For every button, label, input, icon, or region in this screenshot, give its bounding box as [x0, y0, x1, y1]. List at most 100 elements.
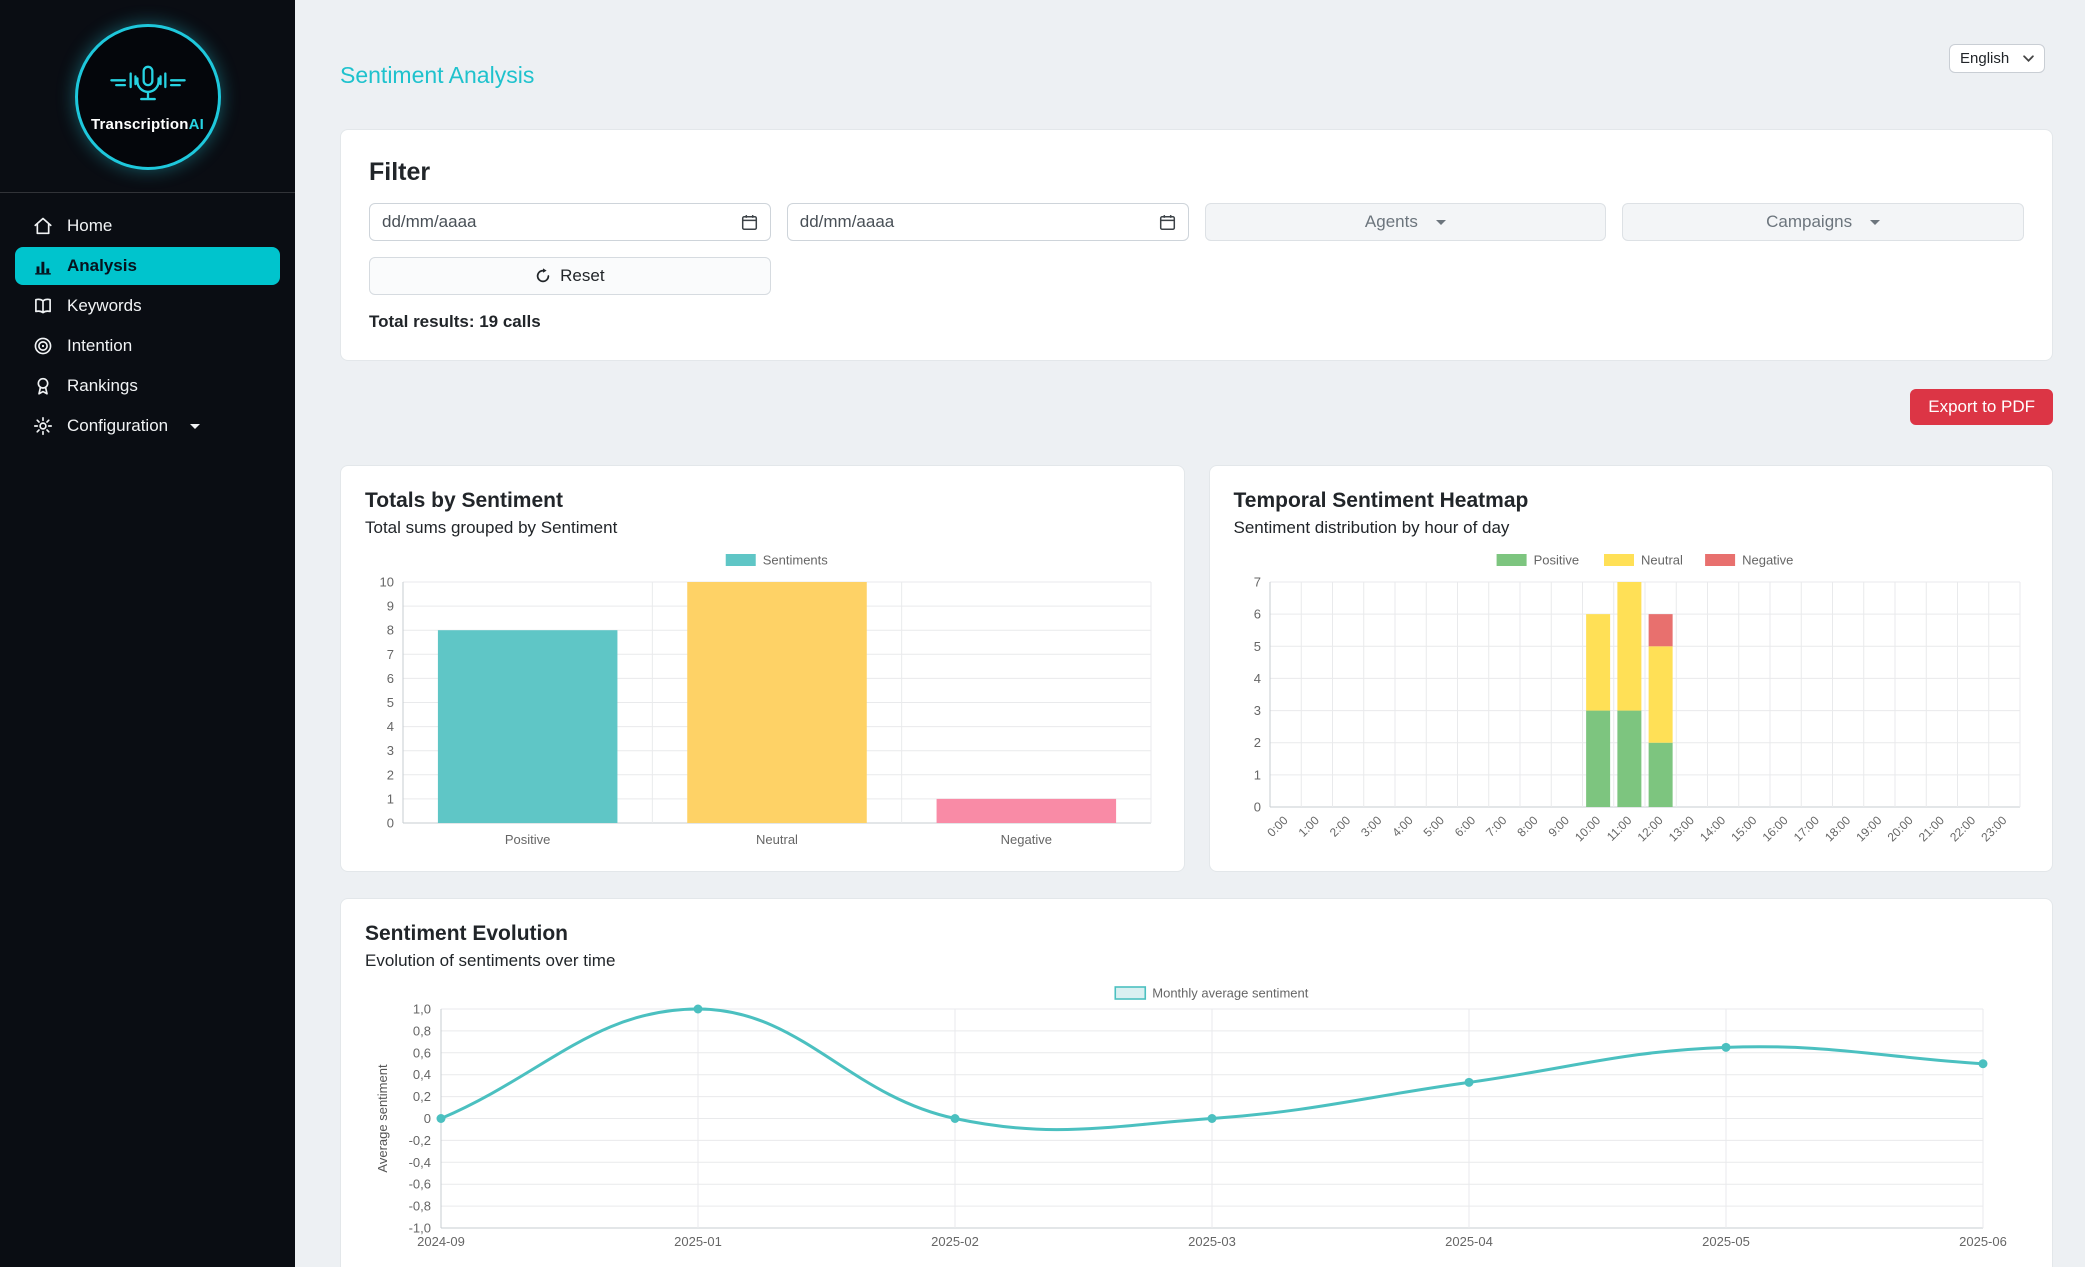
svg-text:9:00: 9:00 [1545, 813, 1572, 840]
svg-text:17:00: 17:00 [1790, 813, 1821, 844]
date-from-input[interactable] [382, 212, 733, 232]
svg-text:Neutral: Neutral [1640, 553, 1682, 568]
total-results: Total results: 19 calls [369, 312, 541, 331]
svg-text:2025-03: 2025-03 [1188, 1234, 1236, 1249]
page-title: Sentiment Analysis [340, 62, 535, 88]
svg-text:18:00: 18:00 [1822, 813, 1853, 844]
svg-text:13:00: 13:00 [1665, 813, 1696, 844]
date-to-input[interactable] [799, 212, 1151, 232]
brand-logo[interactable]: TranscriptionAI [0, 0, 295, 188]
sidebar-item-label: Intention [67, 336, 133, 355]
filter-card: Filter [340, 129, 2053, 361]
svg-text:8:00: 8:00 [1514, 813, 1541, 840]
sidebar-item-home[interactable]: Home [15, 207, 280, 245]
chart-subtitle: Evolution of sentiments over time [365, 951, 616, 970]
svg-text:16:00: 16:00 [1759, 813, 1790, 844]
svg-text:Negative: Negative [1742, 553, 1793, 568]
bar-neutral [687, 582, 867, 823]
chevron-down-icon [190, 423, 201, 429]
svg-text:5:00: 5:00 [1420, 813, 1447, 840]
sidebar-item-rankings[interactable]: Rankings [15, 367, 280, 405]
export-pdf-button[interactable]: Export to PDF [1910, 389, 2053, 425]
svg-text:3:00: 3:00 [1358, 813, 1385, 840]
svg-text:4:00: 4:00 [1389, 813, 1416, 840]
svg-text:2024-09: 2024-09 [417, 1234, 465, 1249]
bar-positive [437, 630, 618, 823]
filter-heading: Filter [369, 158, 431, 186]
home-icon [34, 217, 52, 235]
filter-fields-row: Agents Campaigns [369, 203, 2024, 241]
svg-text:Monthly average sentiment: Monthly average sentiment [1152, 986, 1308, 1001]
svg-text:0: 0 [424, 1111, 431, 1126]
svg-text:10:00: 10:00 [1572, 813, 1603, 844]
chart-title: Sentiment Evolution [365, 922, 569, 945]
date-from-field [369, 203, 771, 241]
data-points [436, 1004, 1988, 1123]
brand-name: TranscriptionAI [90, 115, 205, 133]
chevron-down-icon [1435, 219, 1446, 225]
chart-legend[interactable]: Monthly average sentiment [1114, 986, 1309, 1001]
svg-text:6: 6 [1253, 607, 1260, 622]
main-content: English Sentiment Analysis Filter [295, 0, 2085, 1267]
svg-text:4: 4 [387, 719, 394, 734]
temporal-heatmap-chart: 0 1 2 3 4 5 6 7 0:00 1:00 2:00 3:00 4:00 5:00 6:00 7:00… [1253, 553, 2020, 844]
sidebar-item-intention[interactable]: Intention [15, 327, 280, 365]
svg-text:6:00: 6:00 [1451, 813, 1478, 840]
chart-grid [1269, 581, 2020, 808]
svg-text:7:00: 7:00 [1483, 813, 1510, 840]
reset-button[interactable]: Reset [369, 257, 771, 295]
svg-text:11:00: 11:00 [1603, 813, 1634, 844]
microphone-icon [109, 65, 186, 100]
svg-text:-0,8: -0,8 [409, 1199, 431, 1214]
svg-text:0,4: 0,4 [413, 1067, 431, 1082]
svg-text:10: 10 [380, 575, 394, 590]
svg-text:1: 1 [387, 791, 394, 806]
segment-neutral [1616, 582, 1641, 711]
svg-text:Neutral: Neutral [756, 832, 798, 847]
date-to-field [786, 203, 1189, 241]
svg-text:1:00: 1:00 [1295, 813, 1322, 840]
segment-positive [1648, 742, 1673, 807]
totals-by-sentiment-card: Totals by Sentiment Total sums grouped b… [340, 465, 1185, 872]
segment-positive [1616, 710, 1641, 807]
sentiment-evolution-chart: 1,0 0,8 0,6 0,4 0,2 0 -0,2 -0,4 -0,6 -0,8 -1,02024… [375, 986, 2007, 1250]
chart-legend[interactable]: Sentiments [725, 553, 829, 568]
svg-text:Positive: Positive [1533, 553, 1579, 568]
svg-text:23:00: 23:00 [1978, 813, 2009, 844]
svg-text:12:00: 12:00 [1634, 813, 1665, 844]
svg-text:0: 0 [387, 816, 394, 831]
calendar-icon[interactable] [741, 214, 758, 231]
chart-legend[interactable]: Positive Neutral Negative [1496, 553, 1793, 568]
agents-dropdown[interactable]: Agents [1204, 203, 1607, 241]
svg-text:15:00: 15:00 [1728, 813, 1759, 844]
x-axis-labels: 0:00 1:00 2:00 3:00 4:00 5:00 6:00 7:00 8:00 9:00… [1264, 813, 2009, 844]
calendar-icon[interactable] [1159, 214, 1176, 231]
svg-text:3: 3 [1253, 703, 1260, 718]
bar-negative [936, 798, 1117, 823]
sidebar-item-label: Keywords [67, 296, 142, 315]
svg-text:-1,0: -1,0 [409, 1221, 431, 1236]
segment-neutral [1648, 646, 1673, 743]
svg-text:2: 2 [387, 767, 394, 782]
svg-text:2025-01: 2025-01 [674, 1234, 722, 1249]
segment-negative [1648, 614, 1673, 647]
sidebar-nav: Home Analysis Keywords [0, 207, 295, 445]
svg-text:0,8: 0,8 [413, 1023, 431, 1038]
svg-text:22:00: 22:00 [1947, 813, 1978, 844]
svg-text:8: 8 [387, 623, 394, 638]
chevron-down-icon [2023, 55, 2034, 62]
svg-text:21:00: 21:00 [1915, 813, 1946, 844]
bar-chart-icon [35, 261, 51, 275]
svg-text:5: 5 [1253, 639, 1260, 654]
campaigns-dropdown[interactable]: Campaigns [1622, 203, 2024, 241]
language-select[interactable]: English [1949, 44, 2045, 73]
svg-text:2025-05: 2025-05 [1702, 1234, 1750, 1249]
segment-neutral [1585, 614, 1610, 711]
sidebar-item-configuration[interactable]: Configuration [15, 407, 280, 445]
sidebar-item-analysis[interactable]: Analysis [15, 247, 280, 285]
reset-icon [536, 268, 550, 283]
svg-text:Sentiments: Sentiments [763, 553, 829, 568]
language-select-value: English [1960, 50, 2010, 67]
sidebar-item-keywords[interactable]: Keywords [15, 287, 280, 325]
